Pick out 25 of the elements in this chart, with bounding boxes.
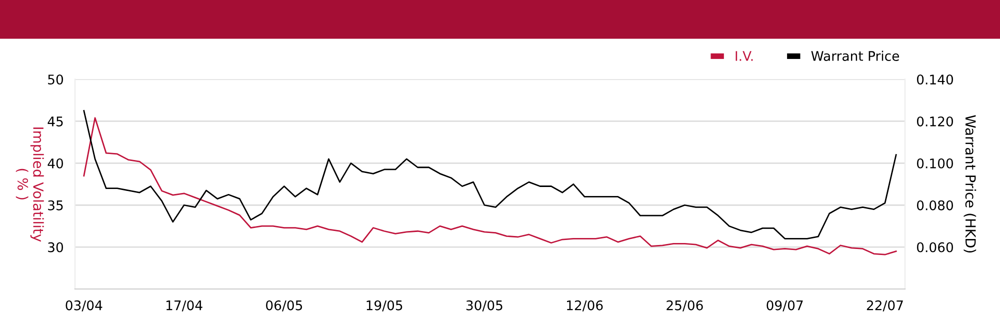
y2-tick-label: 0.140	[916, 74, 954, 84]
x-tick-label: 30/05	[466, 300, 502, 312]
x-tick-label: 17/04	[166, 300, 202, 312]
y2-axis-title: Warrant Price (HKD)	[964, 115, 976, 253]
x-tick-label: 09/07	[766, 300, 803, 312]
line-series	[83, 117, 897, 256]
y-tick-label: 35	[48, 200, 63, 210]
x-tick-label: 19/05	[366, 300, 402, 312]
legend-label: I.V.	[736, 51, 753, 61]
y-tick-label: 30	[48, 242, 64, 252]
y2-tick-label: 0.100	[916, 158, 954, 168]
x-tick-label: 25/06	[666, 300, 703, 312]
y-tick-label: 45	[48, 116, 63, 126]
x-tick-label: 03/04	[66, 300, 102, 312]
line-series	[83, 110, 897, 240]
y2-tick-label: 0.080	[916, 200, 954, 210]
y2-tick-label: 0.120	[916, 116, 954, 126]
y2-tick-label: 0.060	[916, 242, 954, 252]
x-tick-label: 12/06	[567, 300, 603, 312]
y-tick-label: 50	[48, 74, 64, 84]
x-tick-label: 06/05	[266, 300, 302, 312]
y-axis-title: Implied Volatility ( % )	[16, 128, 44, 242]
legend-label: Warrant Price	[811, 50, 900, 61]
y-tick-label: 40	[48, 158, 64, 168]
x-tick-label: 22/07	[866, 300, 903, 312]
